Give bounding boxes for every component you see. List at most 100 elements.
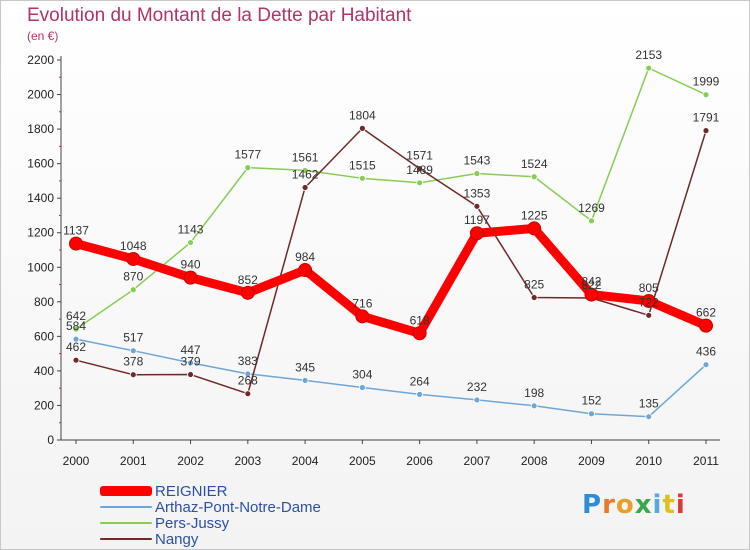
- y-tick-label: 600: [34, 329, 54, 343]
- data-point: [358, 124, 366, 132]
- data-point: [473, 396, 481, 404]
- legend-label: Nangy: [155, 530, 199, 548]
- x-tick-label: 2003: [234, 454, 261, 468]
- data-point: [645, 413, 653, 421]
- data-label: 1543: [464, 153, 491, 167]
- data-label: 722: [639, 295, 659, 309]
- data-label: 1571: [406, 149, 433, 163]
- data-label: 1353: [464, 186, 491, 200]
- legend-item: Arthaz-Pont-Notre-Dame: [100, 498, 321, 516]
- y-tick-label: 1800: [27, 122, 54, 136]
- data-point: [187, 359, 194, 367]
- data-point: [530, 173, 538, 181]
- data-point: [416, 390, 424, 398]
- logo-letter: x: [634, 490, 653, 520]
- legend-item: Pers-Jussy: [100, 514, 321, 532]
- data-label: 1225: [521, 208, 548, 222]
- data-point: [301, 377, 309, 384]
- data-point: [355, 309, 370, 324]
- data-label: 462: [66, 340, 86, 354]
- data-label: 1791: [693, 111, 720, 125]
- x-tick-label: 2005: [349, 454, 376, 468]
- data-label: 940: [181, 258, 201, 272]
- data-point: [301, 166, 309, 174]
- x-tick-label: 2004: [292, 454, 319, 468]
- data-point: [473, 202, 481, 210]
- legend: REIGNIER Arthaz-Pont-Notre-Dame Pers-Jussy…: [100, 482, 321, 548]
- y-tick-label: 1600: [27, 157, 54, 171]
- data-label: 642: [66, 309, 86, 323]
- data-label: 264: [410, 374, 430, 388]
- data-point: [416, 165, 424, 173]
- data-point: [301, 184, 309, 191]
- data-label: 152: [581, 394, 601, 408]
- y-tick-label: 200: [34, 398, 54, 412]
- data-label: 232: [467, 380, 487, 394]
- chart-subtitle: (en €): [27, 29, 59, 43]
- data-label: 379: [181, 355, 201, 369]
- legend-label: REIGNIER: [155, 482, 228, 500]
- x-tick-label: 2009: [578, 454, 605, 468]
- y-tick-label: 1000: [27, 260, 54, 274]
- data-point: [699, 318, 713, 333]
- data-label: 825: [524, 278, 544, 292]
- data-point: [527, 221, 542, 236]
- data-label: 716: [352, 296, 372, 310]
- data-point: [588, 410, 595, 418]
- data-label: 1561: [292, 150, 319, 164]
- legend-swatch: [100, 506, 152, 508]
- data-point: [641, 293, 656, 308]
- legend-label: Pers-Jussy: [155, 514, 230, 532]
- data-point: [473, 170, 481, 177]
- legend-label: Arthaz-Pont-Notre-Dame: [155, 498, 321, 516]
- logo-letter: i: [652, 490, 663, 520]
- data-point: [244, 390, 252, 398]
- data-point: [244, 370, 252, 378]
- data-label: 1804: [349, 108, 376, 122]
- x-tick-label: 2007: [464, 454, 491, 468]
- data-point: [358, 174, 366, 182]
- x-tick-label: 2001: [120, 454, 147, 468]
- data-label: 822: [581, 278, 601, 292]
- data-point: [69, 236, 83, 251]
- data-label: 1999: [693, 75, 720, 89]
- data-label: 198: [524, 386, 544, 400]
- chart-title: Evolution du Montant de la Dette par Hab…: [27, 5, 412, 26]
- data-label: 383: [238, 354, 258, 368]
- data-point: [584, 287, 599, 302]
- data-point: [530, 402, 538, 410]
- data-label: 1137: [63, 224, 89, 238]
- data-point: [129, 371, 137, 379]
- data-point: [72, 356, 80, 364]
- data-label: 870: [123, 270, 143, 284]
- data-point: [183, 270, 198, 285]
- y-tick-label: 1200: [27, 226, 54, 240]
- legend-swatch: [100, 538, 152, 540]
- logo-letter: i: [675, 490, 686, 520]
- logo-letter: t: [662, 490, 676, 520]
- data-label: 1143: [178, 223, 204, 237]
- x-tick-label: 2006: [406, 454, 433, 468]
- data-label: 1489: [406, 163, 433, 177]
- data-label: 268: [238, 374, 258, 388]
- data-label: 852: [238, 273, 258, 287]
- data-point: [72, 335, 80, 343]
- data-point: [358, 384, 366, 391]
- y-tick-label: 0: [47, 433, 54, 447]
- data-label: 304: [352, 367, 372, 381]
- data-label: 584: [66, 319, 86, 333]
- data-point: [126, 251, 141, 266]
- data-point: [187, 239, 194, 246]
- series-line-Nangy: [75, 127, 707, 395]
- proxiti-logo: Proxiti: [582, 490, 686, 520]
- data-point: [298, 263, 313, 278]
- data-label: 2153: [635, 48, 662, 62]
- data-label: 1515: [349, 158, 376, 172]
- logo-letter: o: [615, 490, 635, 520]
- x-tick-label: 2008: [521, 454, 548, 468]
- series-line-REIGNIER: [71, 223, 711, 338]
- data-label: 1524: [521, 157, 548, 171]
- data-point: [244, 164, 252, 172]
- data-point: [72, 325, 80, 333]
